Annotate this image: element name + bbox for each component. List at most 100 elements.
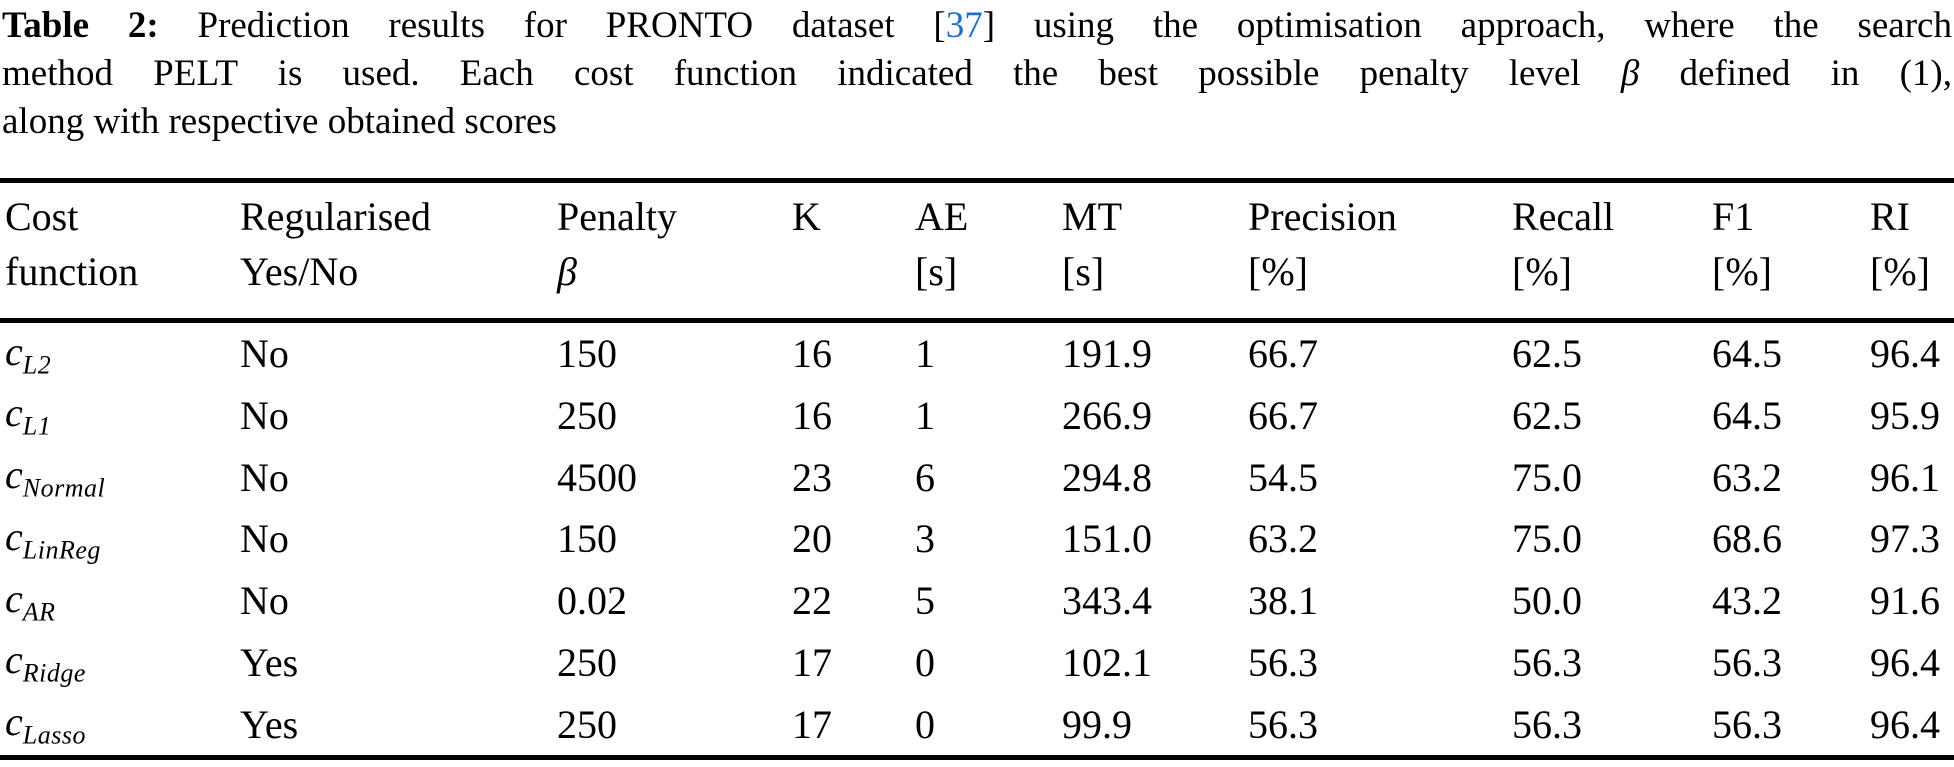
cell-f1: 64.5: [1712, 393, 1782, 439]
cell-penalty: 150: [557, 331, 617, 377]
table-row: cL2 No 150 16 1 191.9 66.7 62.5 64.5 96.…: [0, 323, 1954, 385]
header-cost-function: Cost function: [5, 194, 139, 294]
cell-ri: 96.4: [1870, 639, 1940, 685]
header-mt: MT [s]: [1062, 194, 1122, 294]
table-mid-rule: [0, 318, 1954, 323]
cell-recall: 62.5: [1512, 393, 1582, 439]
cell-precision: 56.3: [1248, 701, 1318, 747]
cell-mt: 99.9: [1062, 701, 1132, 747]
caption-text-2a: method PELT is used. Each cost function …: [2, 53, 1621, 94]
cell-recall: 50.0: [1512, 578, 1582, 624]
cell-ae: 1: [915, 393, 935, 439]
cell-regularised: No: [240, 516, 289, 562]
table-row: cNormal No 4500 23 6 294.8 54.5 75.0 63.…: [0, 446, 1954, 508]
header-k: K: [792, 194, 821, 239]
caption-text-1b: ] using the optimisation approach, where…: [982, 5, 1952, 46]
table-row: cRidge Yes 250 17 0 102.1 56.3 56.3 56.3…: [0, 632, 1954, 694]
cell-penalty: 250: [557, 701, 617, 747]
cell-f1: 43.2: [1712, 578, 1782, 624]
cell-mt: 191.9: [1062, 331, 1152, 377]
cell-regularised: No: [240, 393, 289, 439]
caption-table-label: Table 2:: [2, 5, 159, 46]
cell-ae: 0: [915, 701, 935, 747]
header-regularised: Regularised Yes/No: [240, 194, 432, 294]
caption-line-3: along with respective obtained scores: [2, 101, 557, 142]
cell-ri: 96.4: [1870, 331, 1940, 377]
cell-penalty: 0.02: [557, 578, 627, 624]
cell-recall: 75.0: [1512, 454, 1582, 500]
beta-symbol: β: [1620, 53, 1640, 94]
cell-ae: 0: [915, 639, 935, 685]
table-bottom-rule: [0, 755, 1954, 760]
table-caption: Table 2: Prediction results for PRONTO d…: [0, 2, 1954, 146]
cell-regularised: Yes: [240, 701, 299, 747]
caption-line-2: method PELT is used. Each cost function …: [2, 50, 1952, 98]
cell-mt: 294.8: [1062, 454, 1152, 500]
cell-recall: 56.3: [1512, 639, 1582, 685]
cell-penalty: 250: [557, 393, 617, 439]
cell-k: 16: [792, 393, 832, 439]
cost-subscript: Normal: [22, 473, 106, 503]
cell-recall: 56.3: [1512, 701, 1582, 747]
cell-mt: 151.0: [1062, 516, 1152, 562]
beta-symbol: β: [557, 249, 577, 294]
cost-subscript: L2: [22, 350, 52, 379]
cell-f1: 68.6: [1712, 516, 1782, 562]
cell-ri: 96.4: [1870, 701, 1940, 747]
cell-recall: 62.5: [1512, 331, 1582, 377]
header-f1: F1 [%]: [1712, 194, 1772, 294]
header-recall: Recall [%]: [1512, 194, 1615, 294]
cell-k: 23: [792, 454, 832, 500]
table-top-rule: [0, 178, 1954, 183]
cell-penalty: 150: [557, 516, 617, 562]
cell-precision: 66.7: [1248, 331, 1318, 377]
caption-text-1a: Prediction results for PRONTO dataset [: [158, 5, 946, 46]
cell-mt: 266.9: [1062, 393, 1152, 439]
cell-f1: 56.3: [1712, 701, 1782, 747]
cell-regularised: No: [240, 331, 289, 377]
cell-cost-function: cL1: [5, 390, 52, 441]
cell-cost-function: cAR: [5, 575, 56, 626]
cost-subscript: AR: [22, 596, 56, 626]
header-precision: Precision [%]: [1248, 194, 1397, 294]
table-row: cLinReg No 150 20 3 151.0 63.2 75.0 68.6…: [0, 508, 1954, 570]
cell-ri: 95.9: [1870, 393, 1940, 439]
cell-ae: 5: [915, 578, 935, 624]
results-table: Cost function Regularised Yes/No Penalty…: [0, 178, 1954, 760]
cell-recall: 75.0: [1512, 516, 1582, 562]
cell-cost-function: cNormal: [5, 452, 106, 503]
citation-link-37[interactable]: 37: [945, 5, 983, 46]
cell-penalty: 250: [557, 639, 617, 685]
header-ae: AE [s]: [915, 194, 969, 294]
cost-subscript: LinReg: [22, 535, 101, 565]
cell-mt: 102.1: [1062, 639, 1152, 685]
cell-ae: 6: [915, 454, 935, 500]
cell-ae: 1: [915, 331, 935, 377]
cell-cost-function: cRidge: [5, 637, 86, 688]
table-row: cL1 No 250 16 1 266.9 66.7 62.5 64.5 95.…: [0, 385, 1954, 447]
cell-ri: 97.3: [1870, 516, 1940, 562]
cell-ri: 96.1: [1870, 454, 1940, 500]
caption-text-2b: defined in (1),: [1639, 53, 1952, 94]
cell-f1: 63.2: [1712, 454, 1782, 500]
cell-f1: 56.3: [1712, 639, 1782, 685]
cell-precision: 63.2: [1248, 516, 1318, 562]
cell-k: 17: [792, 639, 832, 685]
cell-regularised: No: [240, 454, 289, 500]
cell-cost-function: cLasso: [5, 698, 86, 750]
cell-precision: 38.1: [1248, 578, 1318, 624]
cell-k: 22: [792, 578, 832, 624]
cell-precision: 66.7: [1248, 393, 1318, 439]
cost-subscript: Ridge: [22, 658, 86, 688]
cell-ri: 91.6: [1870, 578, 1940, 624]
cell-regularised: Yes: [240, 639, 299, 685]
cell-regularised: No: [240, 578, 289, 624]
header-penalty-beta: Penalty β: [557, 183, 792, 318]
cell-k: 20: [792, 516, 832, 562]
cost-subscript: L1: [22, 411, 52, 441]
cost-subscript: Lasso: [22, 720, 86, 750]
cell-k: 17: [792, 701, 832, 747]
cell-cost-function: cLinReg: [5, 513, 101, 565]
cell-precision: 56.3: [1248, 639, 1318, 685]
table-row: cAR No 0.02 22 5 343.4 38.1 50.0 43.2 91…: [0, 570, 1954, 632]
